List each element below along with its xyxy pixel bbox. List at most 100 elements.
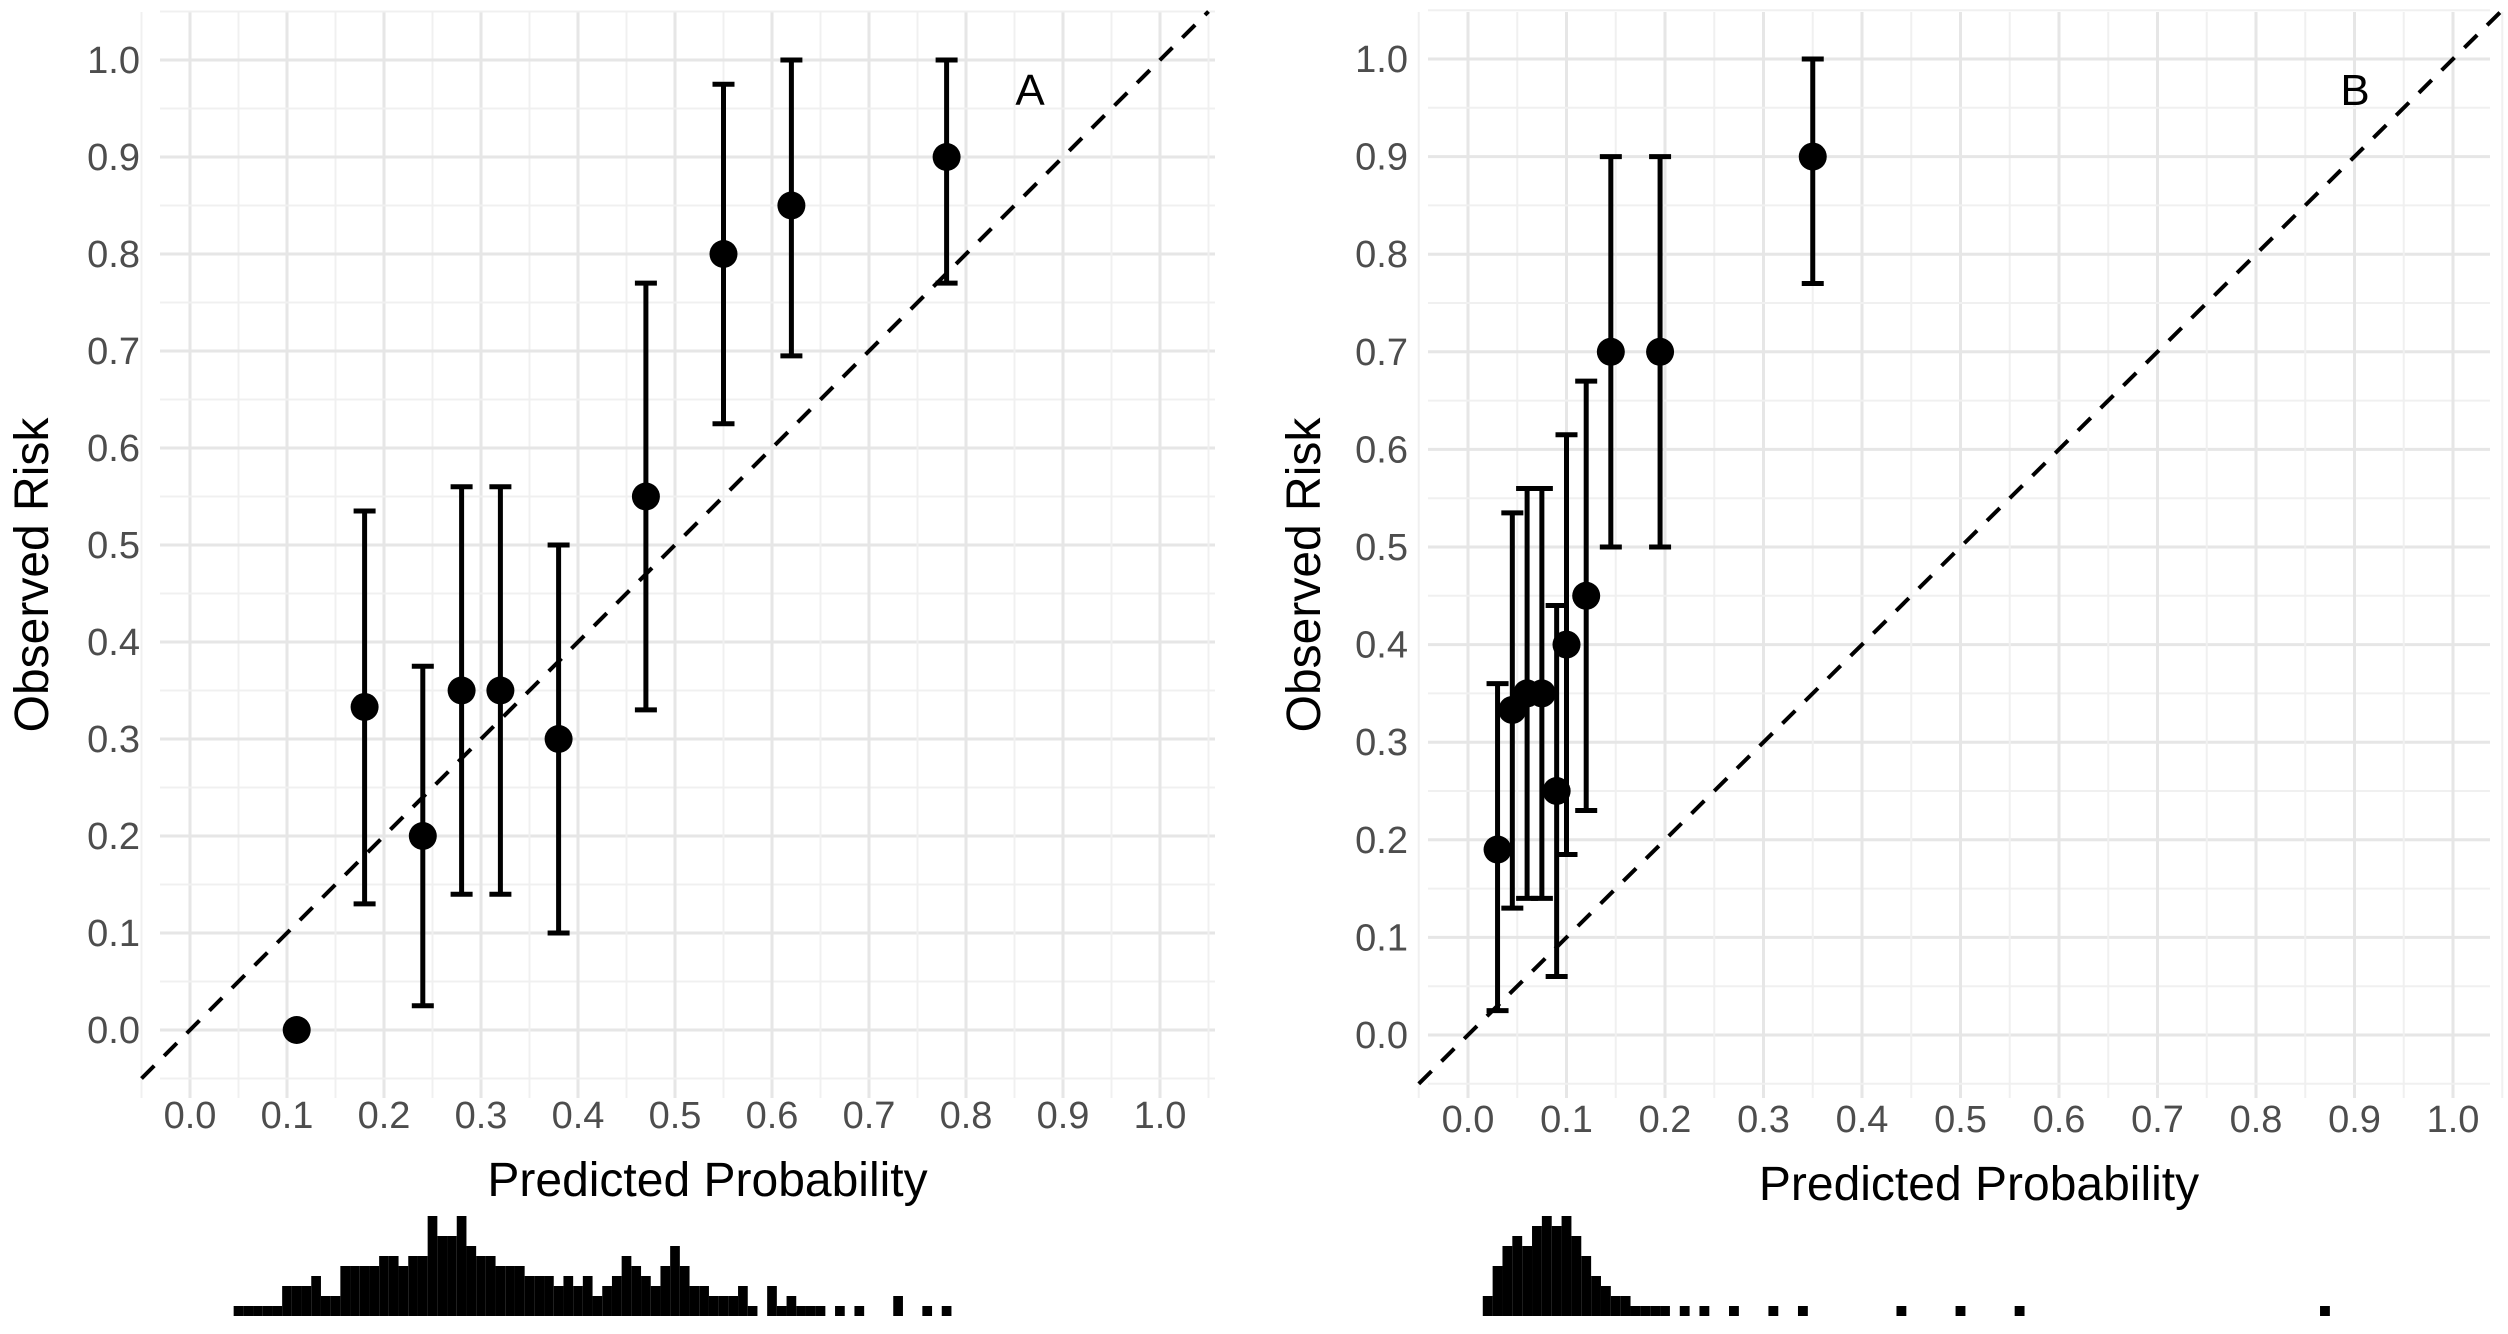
x-tick-label: 0.3 bbox=[1737, 1099, 1790, 1141]
histogram-bar bbox=[505, 1266, 515, 1316]
y-tick-label: 0.4 bbox=[1355, 625, 1408, 667]
histogram-bar bbox=[2320, 1306, 2330, 1316]
x-tick-label: 0.2 bbox=[358, 1095, 411, 1137]
panel-a: 0.0 0.1 0.2 0.3 0.4 0.5 0.6 0.7 0.8 0.9 1.0 0.0 0.1 0… bbox=[6, 10, 1215, 1316]
histogram-bar bbox=[398, 1266, 409, 1316]
histogram-bar bbox=[262, 1306, 273, 1316]
data-point bbox=[1542, 777, 1571, 805]
histogram-bar bbox=[1512, 1236, 1523, 1316]
x-tick-label: 0.2 bbox=[1639, 1099, 1692, 1141]
reference-diagonal-line bbox=[140, 10, 1210, 1080]
histogram-bar bbox=[1660, 1306, 1670, 1316]
histogram-bar bbox=[369, 1266, 380, 1316]
panel-b: 0.0 0.1 0.2 0.3 0.4 0.5 0.6 0.7 0.8 0.9 1.0 0.0 0.1 0… bbox=[1278, 8, 2504, 1316]
data-point bbox=[350, 692, 379, 721]
data-point bbox=[1527, 679, 1556, 708]
data-point bbox=[447, 676, 476, 705]
y-tick-label: 0.7 bbox=[1355, 332, 1408, 374]
y-tick-label: 1.0 bbox=[1355, 39, 1408, 81]
histogram-bar bbox=[495, 1266, 506, 1316]
panel-label: A bbox=[1015, 66, 1045, 115]
histogram-bar bbox=[282, 1286, 292, 1316]
x-tick-label: 0.9 bbox=[2328, 1099, 2381, 1141]
histogram-bar bbox=[1768, 1306, 1779, 1316]
histogram-bar bbox=[1797, 1306, 1808, 1316]
data-point bbox=[1483, 835, 1512, 864]
data-point bbox=[1552, 630, 1581, 659]
x-tick-label: 0.0 bbox=[164, 1095, 217, 1137]
histogram-bar bbox=[301, 1286, 312, 1316]
data-point bbox=[1572, 581, 1601, 610]
histogram-bar bbox=[1502, 1246, 1513, 1316]
histogram-bar bbox=[835, 1306, 845, 1316]
y-tick-label: 0.2 bbox=[87, 816, 140, 858]
histogram-bar bbox=[1610, 1296, 1621, 1316]
histogram-bar bbox=[408, 1256, 418, 1316]
histogram-bar bbox=[1620, 1296, 1631, 1316]
histogram-bar bbox=[621, 1256, 632, 1316]
y-tick-label: 0.6 bbox=[87, 428, 140, 470]
histogram-bar bbox=[311, 1276, 321, 1316]
histogram-bar bbox=[534, 1276, 545, 1316]
y-tick-label: 0.2 bbox=[1355, 820, 1408, 862]
histogram-bar bbox=[1699, 1306, 1710, 1316]
x-tick-label: 0.0 bbox=[1442, 1099, 1495, 1141]
histogram-bar bbox=[485, 1256, 496, 1316]
histogram-bar bbox=[388, 1256, 399, 1316]
histogram-bar bbox=[417, 1256, 428, 1316]
histogram-bar bbox=[320, 1296, 331, 1316]
histogram-bar bbox=[718, 1296, 729, 1316]
histogram-bar bbox=[233, 1306, 244, 1316]
histogram-bar bbox=[941, 1306, 952, 1316]
y-tick-label: 0.1 bbox=[1355, 917, 1408, 959]
histogram-bar bbox=[437, 1236, 448, 1316]
histogram-bar bbox=[893, 1296, 903, 1316]
data-point bbox=[1646, 337, 1675, 366]
histogram-bar bbox=[1600, 1286, 1611, 1316]
x-tick-label: 0.5 bbox=[1934, 1099, 1987, 1141]
data-point bbox=[1596, 337, 1625, 366]
data-point bbox=[709, 240, 738, 268]
histogram-bar bbox=[641, 1276, 651, 1316]
data-point bbox=[777, 191, 806, 220]
histogram-bar bbox=[679, 1266, 690, 1316]
histogram-bar bbox=[272, 1306, 283, 1316]
histogram-bar bbox=[544, 1276, 554, 1316]
histogram-bar bbox=[350, 1266, 360, 1316]
histogram-bar bbox=[243, 1306, 254, 1316]
histogram-bar bbox=[922, 1306, 933, 1316]
y-tick-label: 0.8 bbox=[87, 234, 140, 276]
prediction-histogram bbox=[1482, 1216, 2330, 1316]
panel-label: B bbox=[2340, 66, 2369, 115]
histogram-bar bbox=[456, 1216, 467, 1316]
x-tick-label: 0.6 bbox=[2033, 1099, 2086, 1141]
x-axis-title: Predicted Probability bbox=[1759, 1158, 2199, 1211]
x-tick-label: 0.6 bbox=[746, 1095, 799, 1137]
histogram-bar bbox=[1561, 1216, 1572, 1316]
histogram-bar bbox=[592, 1296, 603, 1316]
histogram-bar bbox=[1581, 1256, 1592, 1316]
histogram-bar bbox=[670, 1246, 680, 1316]
histogram-bar bbox=[1640, 1306, 1651, 1316]
data-point bbox=[932, 143, 961, 171]
y-tick-label: 0.1 bbox=[87, 913, 140, 955]
histogram-bar bbox=[563, 1276, 574, 1316]
histogram-bar bbox=[476, 1256, 486, 1316]
y-tick-label: 0.3 bbox=[87, 719, 140, 761]
y-tick-label: 0.6 bbox=[1355, 429, 1408, 471]
histogram-bar bbox=[573, 1286, 583, 1316]
histogram-bar bbox=[611, 1276, 622, 1316]
histogram-bar bbox=[253, 1306, 263, 1316]
x-tick-label: 0.1 bbox=[1540, 1099, 1593, 1141]
histogram-bar bbox=[699, 1286, 709, 1316]
histogram-bar bbox=[1896, 1306, 1907, 1316]
histogram-bar bbox=[1482, 1296, 1493, 1316]
data-point bbox=[408, 822, 437, 850]
y-tick-label: 0.9 bbox=[1355, 137, 1408, 179]
histogram-bar bbox=[340, 1266, 351, 1316]
histogram-bar bbox=[1729, 1306, 1739, 1316]
histogram-bar bbox=[524, 1276, 535, 1316]
data-point bbox=[1798, 142, 1827, 171]
histogram-bar bbox=[660, 1266, 671, 1316]
data-point bbox=[282, 1016, 311, 1044]
